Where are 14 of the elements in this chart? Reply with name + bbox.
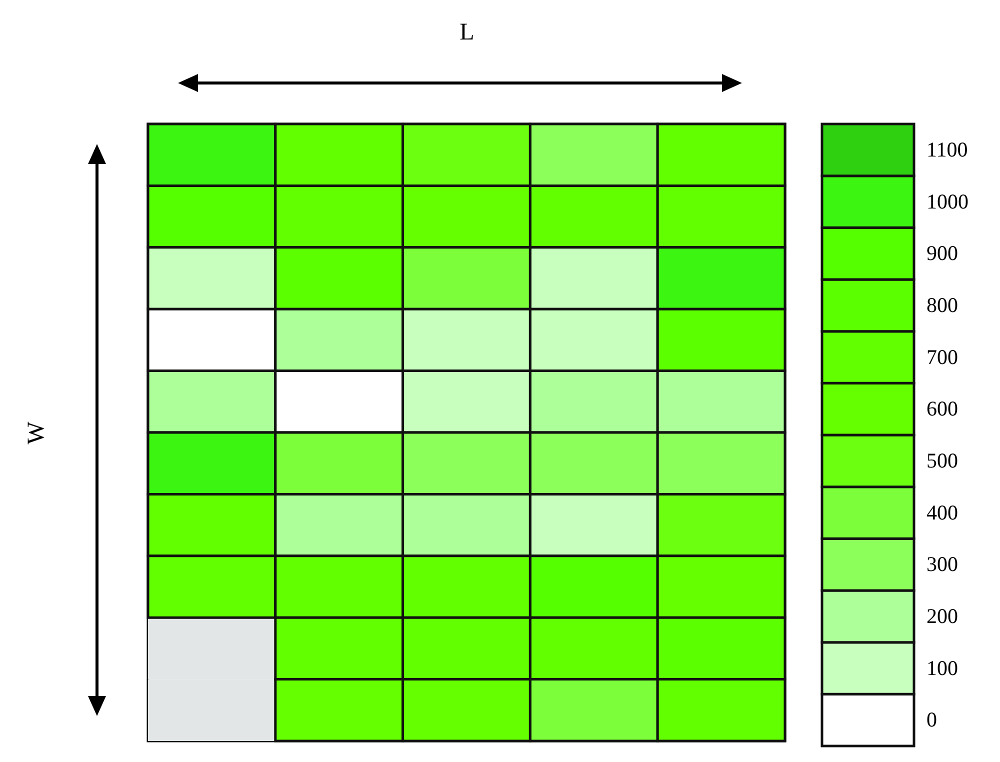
color-bar-label: 300 (926, 552, 958, 576)
color-bar-label: 1000 (926, 189, 968, 214)
color-bar-label: 800 (926, 292, 958, 317)
x-axis-title: L (460, 20, 474, 46)
color-bar-label: 700 (926, 344, 958, 369)
color-bar-label: 200 (926, 604, 958, 628)
color-bar-label: 600 (926, 396, 958, 421)
color-bar-label: 1100 (926, 137, 968, 162)
color-bar-label: 400 (926, 500, 958, 524)
y-axis-title: W (24, 421, 50, 444)
color-bar-label: 900 (926, 241, 958, 266)
color-bar-label: 100 (926, 656, 958, 680)
color-bar-label: 0 (926, 708, 937, 732)
color-bar-label: 500 (926, 448, 958, 472)
